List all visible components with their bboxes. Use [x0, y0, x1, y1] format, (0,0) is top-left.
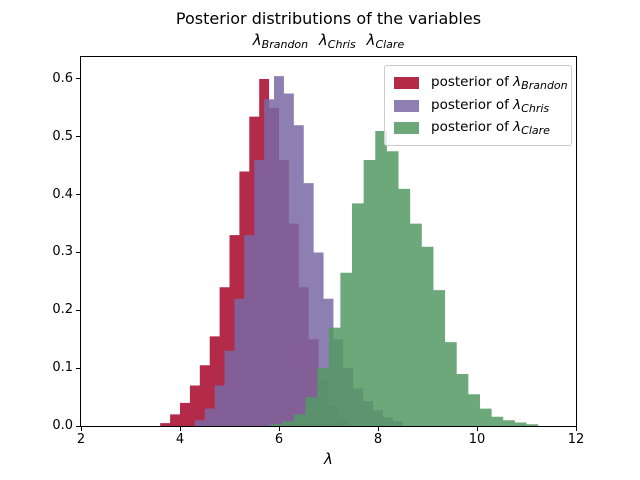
subtitle-lambda-brandon: λBrandon: [252, 31, 309, 51]
legend-swatch-brandon-icon: [394, 77, 419, 89]
histogram-posterior-of-clare: [270, 131, 539, 426]
legend-label-subscript: Clare: [521, 124, 550, 137]
legend-item-chris: posterior of λChris: [394, 95, 567, 117]
lambda-symbol: λ: [513, 74, 522, 90]
histogram-canvas: [160, 76, 539, 426]
lambda-symbol: λ: [324, 450, 333, 468]
legend-label-prefix: posterior of: [431, 119, 514, 135]
y-tick-label-0.6: 0.6: [52, 70, 73, 86]
x-axis-label: λ: [80, 450, 577, 468]
x-tick-mark-6: [278, 427, 280, 431]
y-tick-mark-0.2: [76, 309, 80, 311]
subtitle-lambda-clare: λClare: [366, 31, 405, 51]
subtitle-subscript: Chris: [327, 38, 356, 51]
lambda-symbol: λ: [318, 31, 328, 49]
lambda-symbol: λ: [513, 96, 522, 113]
chart-subtitle: λBrandon λChris λClare: [80, 31, 577, 54]
legend-label-clare: posterior of λClare: [431, 119, 550, 137]
plot-area: posterior of λBrandon posterior of λChri…: [52, 56, 584, 447]
y-tick-mark-0.5: [76, 136, 80, 138]
legend-label-prefix: posterior of: [431, 74, 514, 90]
y-tick-label-0.1: 0.1: [52, 360, 73, 376]
y-tick-mark-0.6: [76, 78, 80, 80]
y-tick-mark-0.3: [76, 251, 80, 253]
legend-label-subscript: Chris: [521, 101, 550, 115]
legend-label-subscript: Brandon: [521, 79, 568, 92]
y-tick-label-0.3: 0.3: [52, 244, 73, 260]
x-tick-mark-12: [575, 427, 577, 431]
x-tick-label-8: 8: [373, 432, 383, 447]
legend-item-clare: posterior of λClare: [394, 117, 567, 139]
y-tick-mark-0.1: [76, 367, 80, 369]
x-tick-mark-2: [80, 427, 82, 431]
legend-label-chris: posterior of λChris: [431, 97, 549, 115]
subtitle-subscript: Clare: [375, 38, 405, 51]
y-tick-mark-0.4: [76, 194, 80, 196]
subtitle-lambda-chris: λChris: [318, 31, 356, 51]
y-tick-label-0.0: 0.0: [52, 418, 73, 433]
legend-label-prefix: posterior of: [431, 96, 514, 113]
x-tick-label-10: 10: [468, 432, 486, 447]
histogram-posterior-of-chris: [194, 76, 403, 426]
legend-swatch-clare-icon: [394, 122, 419, 134]
x-tick-label-2: 2: [76, 432, 86, 447]
x-tick-label-4: 4: [175, 432, 185, 447]
legend: posterior of λBrandon posterior of λChri…: [384, 65, 572, 146]
y-tick-mark-0.0: [76, 425, 80, 427]
x-tick-mark-10: [476, 427, 478, 431]
x-tick-label-6: 6: [274, 432, 284, 447]
lambda-symbol: λ: [366, 31, 376, 49]
x-tick-label-12: 12: [567, 432, 585, 447]
subtitle-subscript: Brandon: [261, 38, 309, 51]
lambda-symbol: λ: [252, 31, 262, 49]
legend-swatch-chris-icon: [394, 99, 419, 112]
chart-title: Posterior distributions of the variables: [175, 9, 482, 28]
y-tick-label-0.2: 0.2: [52, 302, 73, 318]
x-tick-mark-4: [179, 427, 181, 431]
y-tick-label-0.5: 0.5: [52, 128, 73, 144]
y-tick-label-0.4: 0.4: [52, 186, 73, 202]
x-tick-mark-8: [377, 427, 379, 431]
legend-item-brandon: posterior of λBrandon: [394, 72, 568, 94]
lambda-symbol: λ: [513, 119, 522, 135]
legend-label-brandon: posterior of λBrandon: [431, 74, 568, 92]
